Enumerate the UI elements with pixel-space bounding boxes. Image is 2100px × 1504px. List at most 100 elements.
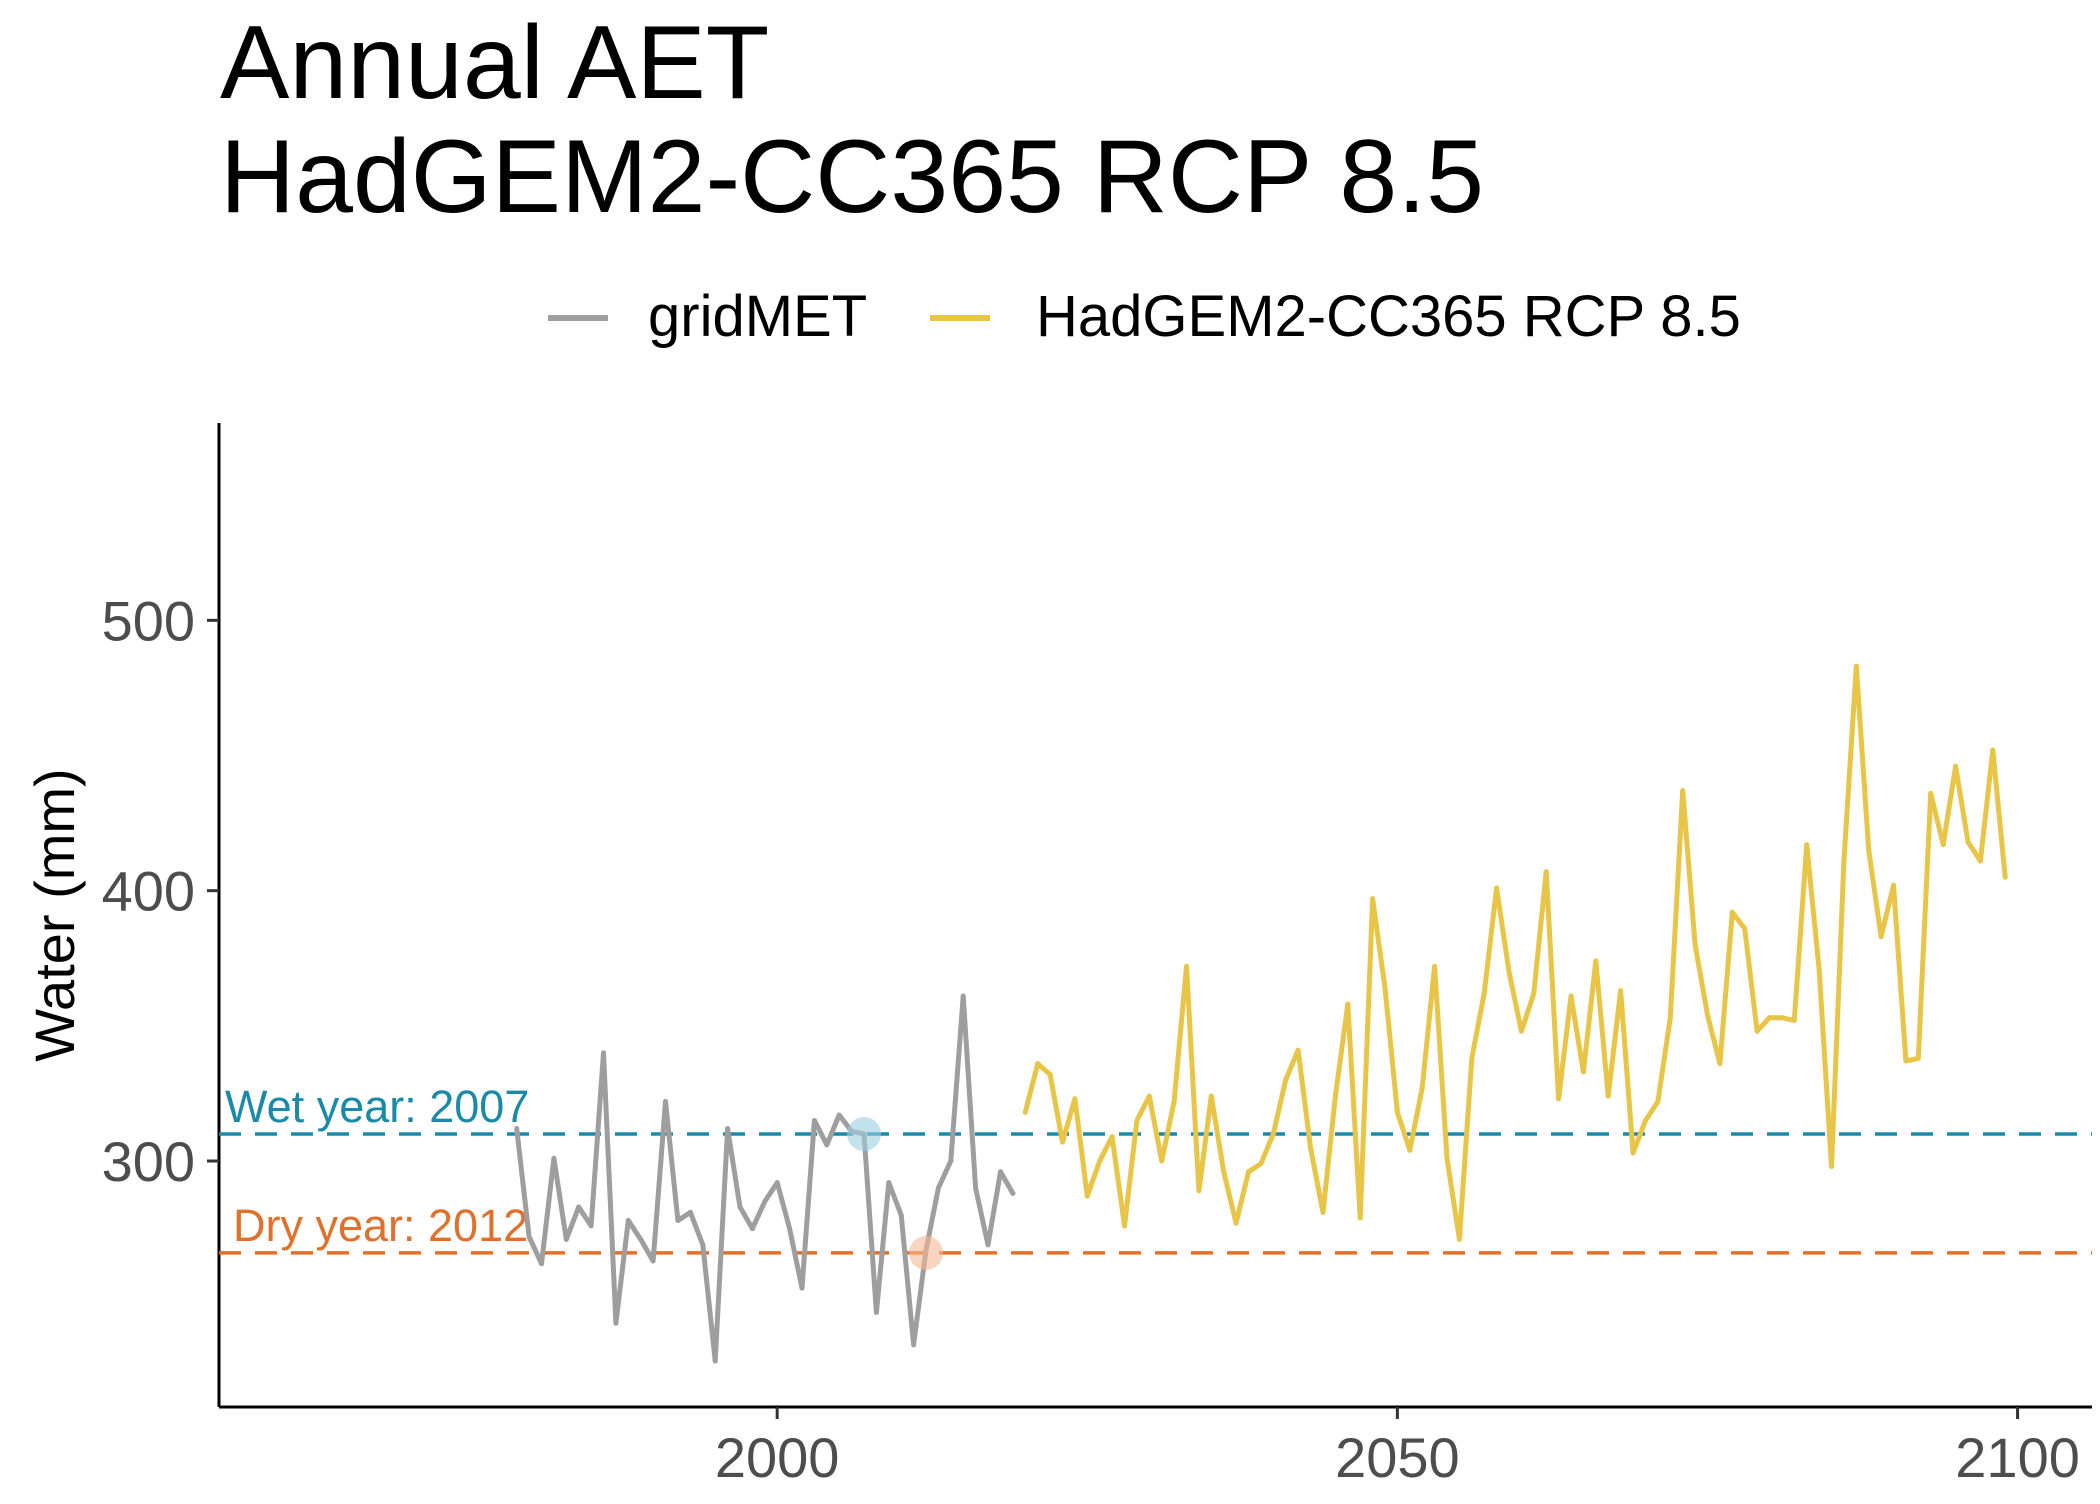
gridmet-data-point bbox=[811, 1118, 817, 1123]
gridmet-data-point bbox=[973, 1185, 979, 1191]
hadgem2-data-point bbox=[1270, 1131, 1276, 1137]
hadgem2-data-point bbox=[1122, 1223, 1127, 1229]
x-axis-ticks: 2000 2050 2100 bbox=[715, 1407, 2080, 1489]
hadgem2-data-point bbox=[1580, 1069, 1586, 1075]
hadgem2-data-point bbox=[1543, 869, 1549, 875]
hadgem2-data-point bbox=[1047, 1072, 1053, 1077]
gridmet-data-point bbox=[601, 1050, 606, 1056]
hadgem2-data-point bbox=[1841, 858, 1847, 864]
hadgem2-data-point bbox=[1878, 934, 1884, 940]
hadgem2-data-point bbox=[1767, 1015, 1772, 1021]
hadgem2-data-point bbox=[1022, 1109, 1028, 1115]
hadgem2-data-point bbox=[1667, 1015, 1673, 1021]
hadgem2-data-point bbox=[1060, 1139, 1065, 1145]
gridmet-data-point bbox=[663, 1099, 668, 1104]
gridmet-data-point bbox=[799, 1285, 805, 1291]
hadgem2-data-point bbox=[1084, 1193, 1090, 1199]
hadgem2-data-point bbox=[1394, 1109, 1400, 1115]
hadgem2-data-point bbox=[1357, 1215, 1363, 1221]
y-tick-label: 400 bbox=[102, 860, 195, 923]
gridmet-data-point bbox=[873, 1309, 879, 1315]
hadgem2-data-point bbox=[1444, 1155, 1450, 1161]
hadgem2-data-point bbox=[1258, 1161, 1264, 1167]
hadgem2-series-line bbox=[1022, 663, 2008, 1242]
hadgem2-data-point bbox=[1407, 1147, 1413, 1153]
y-axis-title: Water (mm) bbox=[23, 768, 86, 1061]
hadgem2-data-point bbox=[1246, 1169, 1251, 1175]
gridmet-data-point bbox=[749, 1226, 755, 1232]
hadgem2-data-point bbox=[1097, 1158, 1103, 1164]
hadgem2-data-point bbox=[1965, 839, 1971, 845]
hadgem2-data-point bbox=[1295, 1047, 1301, 1053]
hadgem2-data-point bbox=[1146, 1093, 1152, 1099]
hadgem2-data-point bbox=[1494, 885, 1500, 891]
hadgem2-data-point bbox=[1705, 1012, 1710, 1018]
wet-year-label: Wet year: 2007 bbox=[225, 1081, 529, 1132]
hadgem2-data-point bbox=[1456, 1236, 1462, 1242]
hadgem2-data-point bbox=[1977, 858, 1983, 864]
hadgem2-data-point bbox=[1196, 1188, 1202, 1194]
hadgem2-data-point bbox=[1891, 882, 1896, 888]
gridmet-data-point bbox=[638, 1236, 644, 1242]
gridmet-data-point bbox=[898, 1212, 904, 1218]
gridmet-data-point bbox=[551, 1155, 557, 1161]
gridmet-data-point bbox=[836, 1112, 842, 1118]
gridmet-data-point bbox=[576, 1204, 582, 1210]
hadgem2-data-point bbox=[1233, 1220, 1239, 1226]
hadgem2-data-point bbox=[1332, 1093, 1338, 1099]
gridmet-data-point bbox=[514, 1126, 520, 1132]
hadgem2-data-point bbox=[1940, 842, 1946, 848]
hadgem2-data-point bbox=[1903, 1058, 1909, 1064]
hadgem2-data-point bbox=[1990, 747, 1996, 753]
gridmet-data-point bbox=[712, 1358, 718, 1364]
hadgem2-data-point bbox=[1171, 1099, 1177, 1104]
hadgem2-data-point bbox=[1618, 988, 1624, 994]
hadgem2-data-point bbox=[1419, 1085, 1425, 1091]
hadgem2-data-point bbox=[1804, 842, 1810, 848]
legend-label-hadgem2: HadGEM2-CC365 RCP 8.5 bbox=[1036, 284, 1741, 349]
dry-year-marker bbox=[909, 1235, 944, 1270]
legend: gridMET HadGEM2-CC365 RCP 8.5 bbox=[548, 284, 1741, 349]
hadgem2-data-point bbox=[1320, 1209, 1326, 1215]
hadgem2-data-point bbox=[1345, 1001, 1351, 1007]
hadgem2-data-point bbox=[1382, 985, 1388, 991]
gridmet-data-point bbox=[886, 1180, 892, 1186]
hadgem2-data-point bbox=[1866, 847, 1872, 853]
hadgem2-data-point bbox=[1208, 1093, 1214, 1099]
hadgem2-data-point bbox=[1853, 663, 1859, 669]
hadgem2-data-point bbox=[1605, 1093, 1611, 1099]
hadgem2-data-point bbox=[1308, 1145, 1313, 1150]
y-tick-label: 300 bbox=[102, 1130, 195, 1193]
gridmet-data-point bbox=[911, 1342, 917, 1348]
hadgem2-data-point bbox=[1035, 1061, 1041, 1067]
hadgem2-data-point bbox=[1506, 969, 1512, 975]
hadgem2-data-point bbox=[1531, 990, 1537, 996]
hadgem2-data-point bbox=[1953, 763, 1959, 769]
hadgem2-data-point bbox=[1754, 1028, 1760, 1034]
hadgem2-data-point bbox=[1184, 963, 1189, 969]
gridmet-data-point bbox=[539, 1261, 544, 1267]
gridmet-data-point bbox=[687, 1209, 693, 1215]
hadgem2-data-point bbox=[1692, 942, 1698, 948]
chart-title-line-1: Annual AET bbox=[220, 5, 769, 121]
hadgem2-data-point bbox=[1829, 1163, 1834, 1169]
gridmet-data-point bbox=[998, 1169, 1003, 1175]
gridmet-data-point bbox=[774, 1180, 780, 1186]
gridmet-data-point bbox=[675, 1218, 681, 1223]
hadgem2-data-point bbox=[1630, 1150, 1636, 1156]
hadgem2-data-point bbox=[1779, 1015, 1785, 1021]
data-points-layer bbox=[514, 663, 2008, 1364]
hadgem2-data-point bbox=[1816, 966, 1822, 972]
hadgem2-data-point bbox=[1742, 926, 1748, 931]
hadgem2-data-point bbox=[2002, 874, 2008, 880]
gridmet-data-point bbox=[625, 1218, 631, 1223]
hadgem2-data-point bbox=[1109, 1134, 1115, 1140]
y-axis-ticks: 300 400 500 bbox=[102, 589, 219, 1193]
legend-label-gridmet: gridMET bbox=[648, 284, 867, 349]
gridmet-data-point bbox=[948, 1158, 954, 1164]
hadgem2-data-point bbox=[1518, 1028, 1524, 1034]
hadgem2-data-point bbox=[1072, 1096, 1078, 1102]
gridmet-data-point bbox=[563, 1236, 569, 1242]
